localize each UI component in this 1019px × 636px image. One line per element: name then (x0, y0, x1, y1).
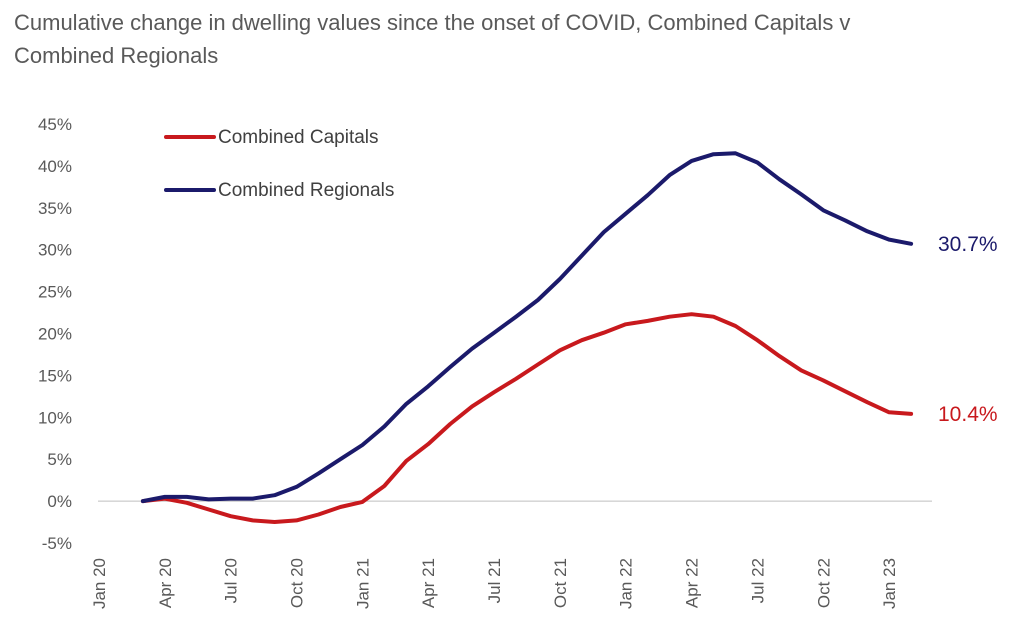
y-tick-label: 35% (38, 199, 72, 218)
y-tick-label: 15% (38, 366, 72, 385)
y-tick-label: 30% (38, 241, 72, 260)
series-line-combined-regionals (140, 151, 914, 504)
x-tick-label: Jul 20 (222, 558, 241, 603)
x-tick-label: Jul 22 (748, 558, 767, 603)
y-tick-label: 5% (47, 450, 72, 469)
x-tick-label: Oct 22 (814, 558, 833, 608)
x-tick-label: Apr 21 (419, 558, 438, 608)
x-tick-label: Jan 23 (880, 558, 899, 609)
series-end-label: 30.7% (938, 233, 998, 256)
series-end-labels: 10.4% 30.7% (938, 233, 998, 426)
x-tick-label: Jan 20 (90, 558, 109, 609)
x-tick-label: Jul 21 (485, 558, 504, 603)
legend: Combined Capitals Combined Regionals (164, 127, 394, 201)
y-tick-label: 10% (38, 408, 72, 427)
y-tick-label: 20% (38, 325, 72, 344)
series-lines (140, 151, 914, 524)
y-tick-label: 25% (38, 283, 72, 302)
series-end-label: 10.4% (938, 403, 998, 426)
y-tick-label: 45% (38, 115, 72, 134)
y-tick-label: -5% (42, 534, 72, 553)
y-tick-label: 0% (47, 492, 72, 511)
y-tick-label: 40% (38, 157, 72, 176)
x-tick-label: Apr 20 (156, 558, 175, 608)
series-line-combined-capitals (140, 312, 914, 524)
x-tick-label: Oct 20 (288, 558, 307, 608)
x-tick-label: Jan 22 (617, 558, 636, 609)
x-tick-label: Oct 21 (551, 558, 570, 608)
legend-label: Combined Regionals (218, 180, 394, 201)
y-axis-tick-labels: -5% 0% 5% 10% 15% 20% 25% 30% 35% 40% 45% (38, 115, 72, 553)
chart-title: Cumulative change in dwelling values sin… (14, 10, 851, 68)
x-axis-tick-labels: Jan 20 Apr 20 Jul 20 Oct 20 Jan 21 Apr 21 Jul … (90, 558, 899, 609)
legend-label: Combined Capitals (218, 127, 379, 148)
x-tick-label: Apr 22 (683, 558, 702, 608)
x-tick-label: Jan 21 (353, 558, 372, 609)
